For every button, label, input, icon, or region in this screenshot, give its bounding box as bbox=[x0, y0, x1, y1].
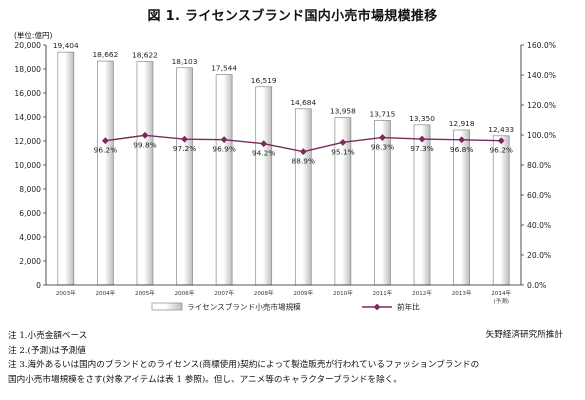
x-tick-label: 2007年 bbox=[214, 289, 234, 297]
bar-value-label: 13,958 bbox=[330, 107, 356, 116]
yoy-marker bbox=[181, 135, 188, 143]
bar-labels-layer: 19,404 18,662 18,622 18,103 17,544 16,519 14,6… bbox=[53, 41, 515, 134]
yoy-marker bbox=[339, 138, 347, 146]
yoy-value-label: 94.2% bbox=[252, 149, 275, 158]
bar-value-label: 13,350 bbox=[409, 114, 435, 123]
yoy-marker bbox=[220, 136, 228, 144]
right-tick-label: 0.0% bbox=[527, 281, 546, 290]
left-tick-label: 18,000 bbox=[14, 65, 41, 74]
x-tick-label: 2010年 bbox=[333, 289, 353, 297]
bar bbox=[57, 51, 75, 286]
bar bbox=[136, 61, 154, 286]
yoy-value-label: 97.2% bbox=[173, 144, 196, 153]
legend-line-label: 前年比 bbox=[397, 302, 420, 312]
right-tick-label: 140.0% bbox=[527, 71, 556, 80]
yoy-marker bbox=[101, 137, 109, 145]
yoy-value-label: 96.2% bbox=[489, 146, 512, 155]
yoy-marker bbox=[497, 137, 505, 145]
x-tick-label: 2009年 bbox=[293, 289, 313, 297]
left-tick-label: 4,000 bbox=[19, 233, 41, 242]
left-tick-label: 14,000 bbox=[14, 113, 41, 122]
bar bbox=[176, 67, 193, 286]
x-tick-label: 2003年 bbox=[56, 289, 76, 297]
footnote-1: 注 1.小売金額ベース bbox=[8, 331, 88, 341]
bars-layer bbox=[57, 51, 510, 286]
yoy-value-label: 99.8% bbox=[133, 140, 156, 149]
chart-title: 図 1. ライセンスブランド国内小売市場規模推移 bbox=[147, 9, 438, 24]
left-tick-label: 10,000 bbox=[14, 161, 41, 170]
right-tick-label: 40.0% bbox=[527, 221, 551, 230]
right-tick-label: 80.0% bbox=[527, 161, 551, 170]
yoy-value-label: 96.2% bbox=[94, 146, 117, 155]
left-tick-label: 2,000 bbox=[19, 257, 41, 266]
bar-value-label: 19,404 bbox=[53, 41, 79, 50]
source-credit: 矢野経済研究所推計 bbox=[485, 330, 563, 340]
x-tick-note: (予測) bbox=[493, 297, 509, 305]
bar-value-label: 18,103 bbox=[172, 57, 198, 66]
x-tick-label: 2012年 bbox=[412, 289, 432, 297]
yoy-marker bbox=[299, 148, 307, 156]
bar-value-label: 16,519 bbox=[251, 76, 277, 85]
chart-area: 19,404 18,662 18,622 18,103 17,544 16,519 14,6… bbox=[14, 41, 556, 312]
yoy-value-label: 98.3% bbox=[371, 143, 394, 152]
bar-value-label: 14,684 bbox=[290, 98, 316, 107]
bar-value-label: 12,433 bbox=[488, 125, 514, 134]
right-tick-label: 160.0% bbox=[527, 41, 556, 50]
bar bbox=[255, 86, 273, 286]
bar-value-label: 17,544 bbox=[211, 63, 237, 72]
x-tick-label: 2006年 bbox=[175, 289, 195, 297]
left-tick-label: 12,000 bbox=[14, 137, 41, 146]
right-tick-label: 100.0% bbox=[527, 131, 556, 140]
yoy-marker bbox=[141, 131, 149, 139]
x-tick-label: 2004年 bbox=[95, 289, 115, 297]
x-tick-label: 2014年 bbox=[491, 289, 511, 297]
yoy-marker bbox=[260, 140, 268, 148]
legend: ライセンスブランド小売市場規模 前年比 bbox=[151, 302, 420, 312]
yoy-value-label: 88.9% bbox=[292, 157, 315, 166]
bar bbox=[97, 60, 114, 286]
right-tick-label: 120.0% bbox=[527, 101, 556, 110]
bar-value-label: 12,918 bbox=[449, 119, 475, 128]
x-tick-label: 2011年 bbox=[373, 289, 393, 297]
x-tick-label: 2013年 bbox=[452, 289, 472, 297]
right-tick-label: 20.0% bbox=[527, 251, 551, 260]
line-layer: 96.2% 99.8% 97.2% 96.9% 94.2% 88.9% 95.1% 98.3%… bbox=[94, 131, 513, 166]
x-tick-label: 2005年 bbox=[135, 289, 155, 297]
footnote-2: 注 2.(予測)は予測値 bbox=[8, 345, 86, 356]
legend-bar-label: ライセンスブランド小売市場規模 bbox=[187, 302, 301, 312]
y-axis-unit-label: (単位:億円) bbox=[14, 31, 53, 40]
left-tick-label: 8,000 bbox=[19, 185, 41, 194]
bar bbox=[294, 108, 312, 286]
bar-value-label: 18,622 bbox=[132, 51, 158, 60]
bar-value-label: 13,715 bbox=[370, 109, 396, 118]
yoy-value-label: 95.1% bbox=[331, 147, 354, 156]
legend-bar-swatch bbox=[151, 302, 183, 311]
right-tick-label: 60.0% bbox=[527, 191, 551, 200]
left-tick-label: 0 bbox=[36, 281, 41, 290]
yoy-value-label: 96.9% bbox=[212, 145, 235, 154]
yoy-marker bbox=[418, 135, 426, 143]
bar bbox=[492, 135, 510, 286]
x-tick-label: 2008年 bbox=[254, 289, 274, 297]
yoy-value-label: 97.3% bbox=[410, 144, 433, 153]
yoy-marker bbox=[458, 136, 466, 144]
left-tick-label: 20,000 bbox=[14, 41, 41, 50]
footnote-3: 注 3.海外あるいは国内のブランドとのライセンス(商標使用)契約によって製造販売… bbox=[8, 360, 480, 371]
bar bbox=[215, 74, 233, 286]
yoy-marker bbox=[379, 134, 386, 141]
left-tick-label: 6,000 bbox=[19, 209, 41, 218]
footnote-3-continued: 国内小売市場規模をさす(対象アイテムは表 1 参照)。但し、アニメ等のキャラクタ… bbox=[8, 374, 402, 385]
footnotes: 注 1.小売金額ベース 注 2.(予測)は予測値 注 3.海外あるいは国内のブラ… bbox=[8, 329, 583, 387]
left-tick-label: 16,000 bbox=[14, 89, 41, 98]
yoy-value-label: 96.8% bbox=[450, 145, 473, 154]
legend-line-marker bbox=[373, 303, 381, 311]
bar-value-label: 18,662 bbox=[92, 50, 118, 59]
axes-layer: 0 2,000 4,000 6,000 8,000 10,000 12,000 14,000 1… bbox=[14, 41, 556, 305]
